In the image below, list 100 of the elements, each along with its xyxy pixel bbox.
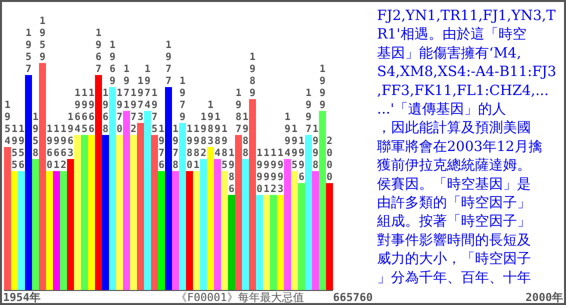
bar <box>319 110 326 290</box>
bar <box>53 171 60 290</box>
text: ，因此能計算及預測美國 <box>377 120 531 136</box>
bar <box>172 171 179 290</box>
bar <box>165 87 172 290</box>
bar <box>95 75 102 290</box>
x-tick-label: 1961 <box>53 124 60 172</box>
x-tick-label: 1959 <box>39 16 46 63</box>
bar <box>158 171 165 290</box>
bar <box>270 194 277 290</box>
text: ...'「遺傳基因」的人 <box>377 102 506 118</box>
text: 1954年 <box>3 291 40 304</box>
x-tick-label: 1970 <box>116 88 123 135</box>
x-tick-label: 1983 <box>207 100 214 147</box>
text: S4,XM8,XS4:-A4-B11:FJ3 <box>377 64 556 80</box>
x-tick-label: 1967 <box>95 28 102 76</box>
x-tick-label: 1998 <box>312 124 319 172</box>
bar <box>249 99 256 290</box>
bar <box>25 75 32 290</box>
x-tick-label: 1954 <box>4 100 11 147</box>
bar <box>102 134 109 290</box>
bar <box>214 159 221 290</box>
bar <box>242 159 249 290</box>
bar <box>179 122 186 290</box>
x-tick-label: 1976 <box>158 124 165 172</box>
x-tick-label: 1968 <box>102 88 109 135</box>
bar <box>207 146 214 290</box>
bar <box>228 194 235 290</box>
text: 對事件影響時間的長短及 <box>377 232 531 248</box>
bar <box>4 146 11 290</box>
bar <box>298 183 305 290</box>
bar <box>151 134 158 290</box>
bar <box>312 171 319 290</box>
text: 侯賽因。「時空基因」是 <box>377 176 531 192</box>
bar <box>193 171 200 290</box>
bar <box>256 194 263 290</box>
bar <box>123 110 130 290</box>
text: 聯軍將會在2003年12月擒 <box>377 138 542 155</box>
x-tick-label: 1966 <box>88 88 95 135</box>
bar <box>291 171 298 290</box>
x-tick-label: 1992 <box>270 148 277 195</box>
text: R1'相遇。由於這「時空 <box>377 26 526 43</box>
bar <box>305 134 312 290</box>
bar <box>88 134 95 290</box>
x-tick-label: 1957 <box>25 28 32 76</box>
text: 由許多類的「時空因子」 <box>377 195 531 211</box>
x-tick-label: 1987 <box>235 88 242 135</box>
bar <box>116 134 123 290</box>
bar <box>235 134 242 290</box>
x-tick-label: 1999 <box>319 64 326 111</box>
bar <box>39 63 46 290</box>
text: 獲前伊拉克總統薩達姆。 <box>377 158 531 174</box>
x-tick-label: 1964 <box>74 88 81 135</box>
bar <box>60 171 67 290</box>
x-tick-label: 1965 <box>81 88 88 135</box>
text: 威力的大小，「時空因子 <box>377 251 531 268</box>
x-tick-label: 1981 <box>193 124 200 172</box>
bar <box>74 134 81 290</box>
bar <box>67 159 74 290</box>
text: 組成。按著「時空因子」 <box>376 214 531 230</box>
x-tick-label: 1978 <box>172 124 179 172</box>
x-tick-label: 1990 <box>256 148 263 195</box>
x-tick-label: 1971 <box>123 64 130 111</box>
x-tick-label: 1993 <box>277 148 284 195</box>
x-tick-label: 1972 <box>130 88 137 135</box>
x-tick-label: 2000 <box>326 136 333 184</box>
x-tick-label: 1986 <box>228 148 235 195</box>
x-tick-label: 1969 <box>109 40 116 88</box>
bar <box>277 194 284 290</box>
text: 2000年 <box>526 291 563 304</box>
text: FJ2,YN1,TR11,FJ1,YN3,T <box>377 8 556 24</box>
text: 基因」能傷害擁有‘M4, <box>377 45 522 62</box>
x-tick-label: 1979 <box>179 76 186 123</box>
x-tick-label: 1955 <box>11 124 18 172</box>
bar <box>137 122 144 290</box>
bar <box>263 194 270 290</box>
x-tick-label: 1991 <box>263 148 270 195</box>
bar <box>109 87 116 290</box>
x-tick-label: 1994 <box>284 112 291 160</box>
x-tick-label: 1984 <box>214 112 221 160</box>
x-tick-label: 1977 <box>165 40 172 88</box>
x-tick-label: 1980 <box>186 124 193 172</box>
bar <box>81 134 88 290</box>
x-tick-label: 1975 <box>151 88 158 135</box>
x-tick-label: 1973 <box>137 76 144 123</box>
bar <box>186 171 193 290</box>
bar <box>221 171 228 290</box>
x-tick-label: 1974 <box>144 64 151 111</box>
bar <box>18 171 25 290</box>
x-tick-label: 1962 <box>60 124 67 172</box>
bar <box>11 171 18 290</box>
bar <box>284 159 291 290</box>
x-tick-label: 1958 <box>32 112 39 160</box>
x-tick-label: 1989 <box>249 52 256 100</box>
x-tick-label: 1960 <box>46 124 53 172</box>
x-tick-label: 1996 <box>298 136 305 184</box>
x-tick-label: 1988 <box>242 112 249 160</box>
x-tick-label: 1995 <box>291 124 298 172</box>
bar <box>46 171 53 290</box>
text: ,FF3,FK11,FL1:CHZ4,... <box>377 82 549 99</box>
